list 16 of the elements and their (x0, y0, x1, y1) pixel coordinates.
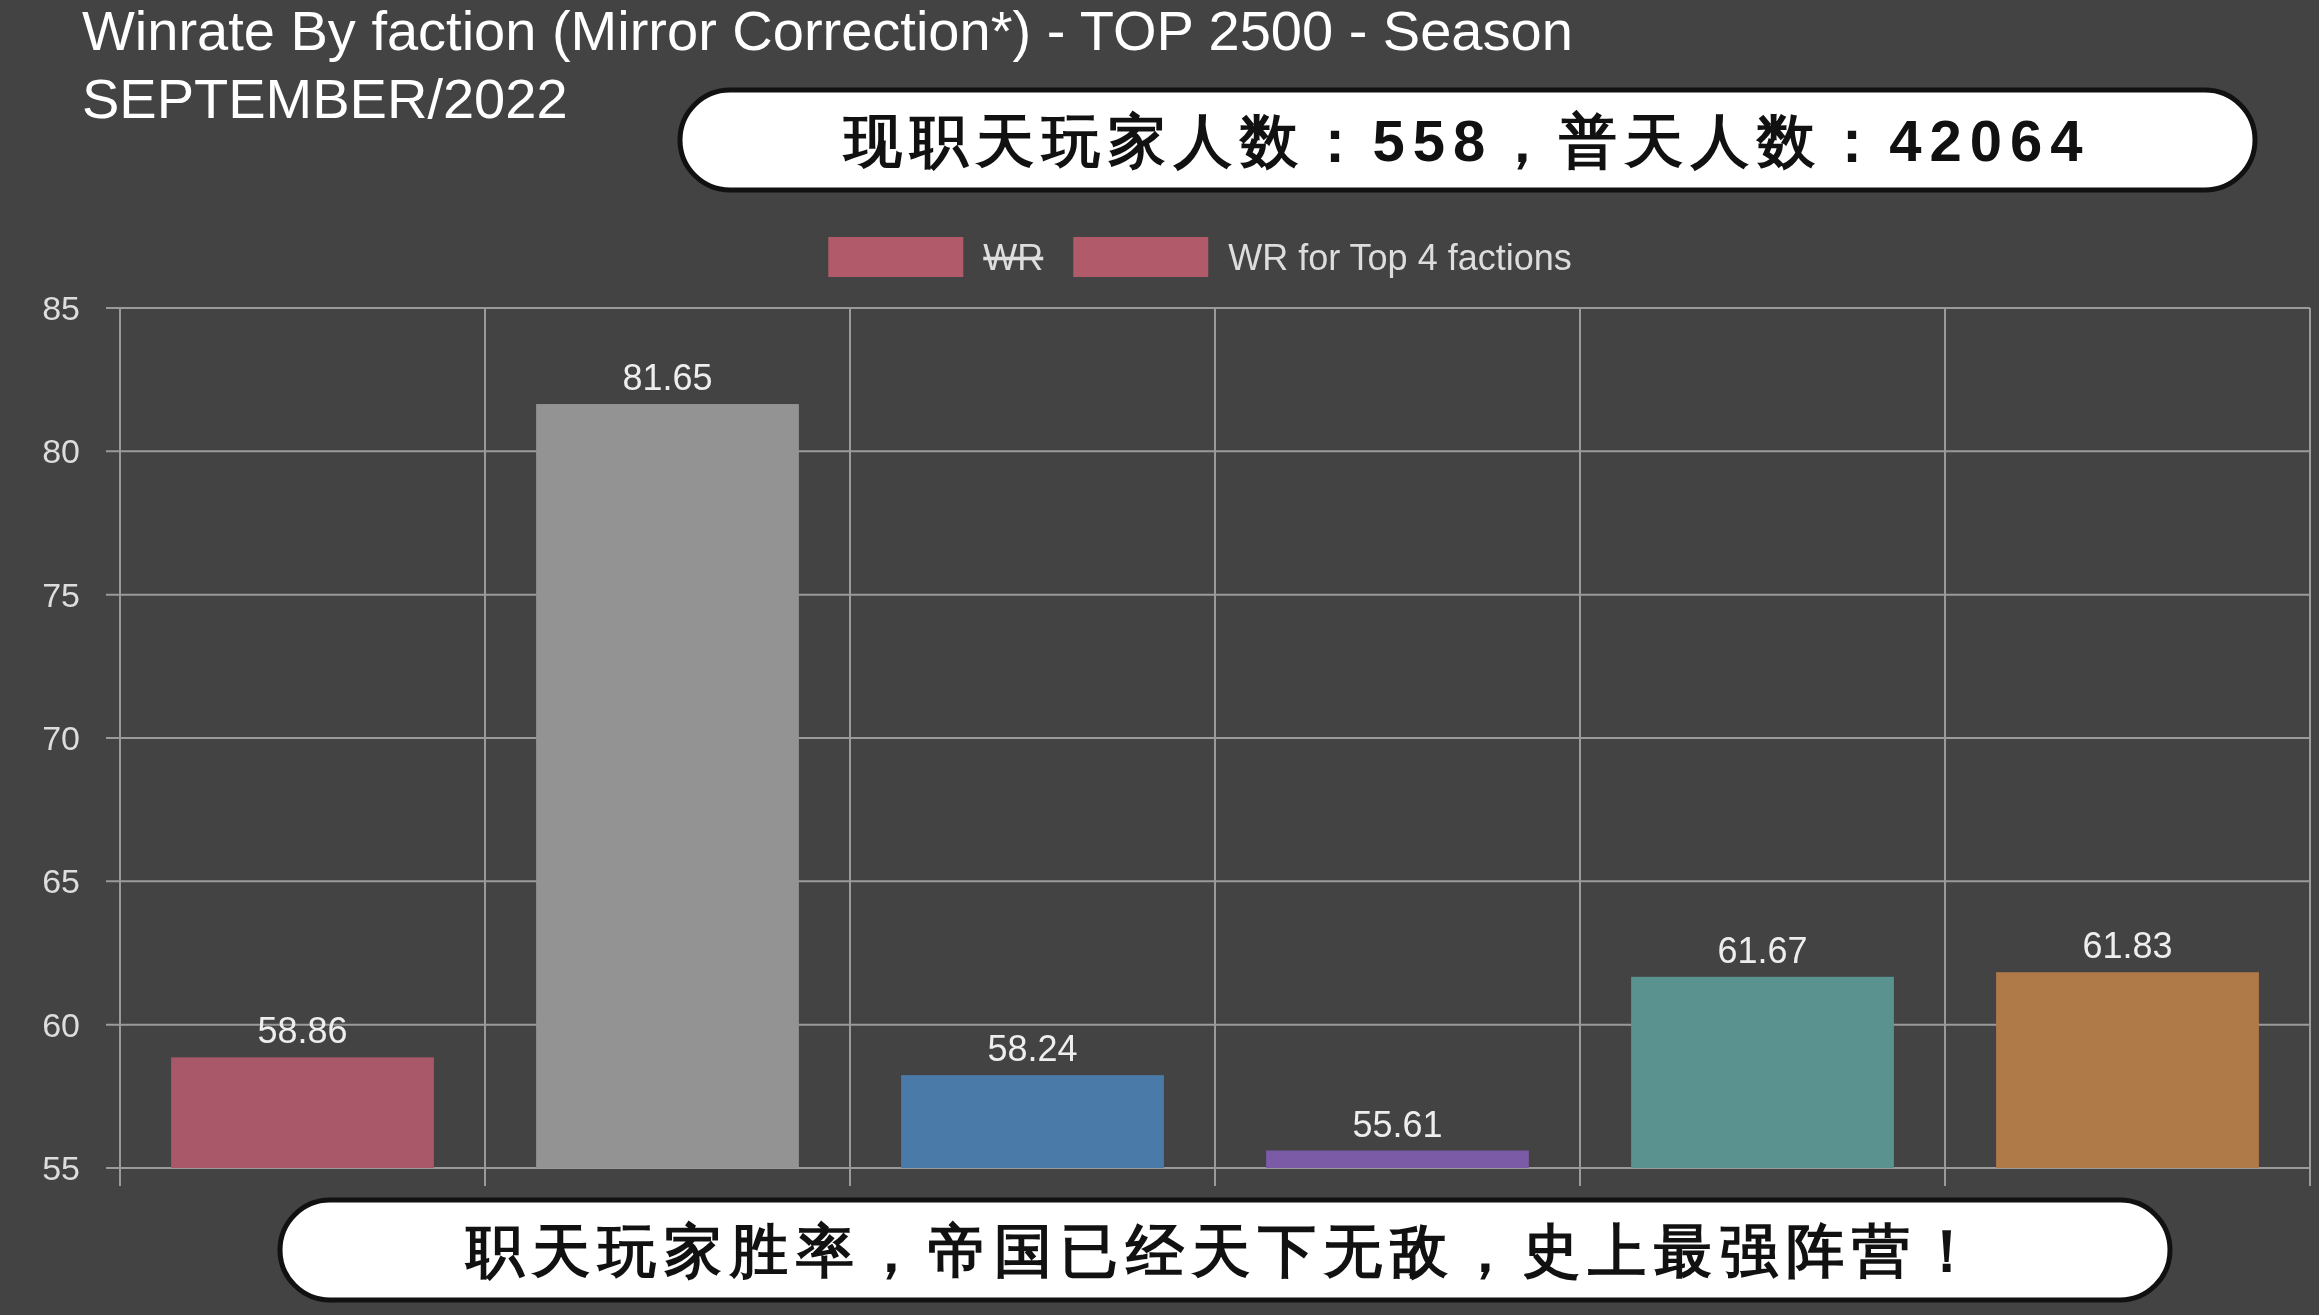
legend-label: WR (983, 236, 1044, 278)
data-label: 81.65 (622, 357, 713, 399)
y-tick-label: 80 (42, 432, 80, 471)
y-tick-label: 75 (42, 575, 80, 614)
data-label: 55.61 (1352, 1103, 1443, 1145)
data-label: 58.24 (987, 1028, 1078, 1070)
y-tick-label: 65 (42, 862, 80, 901)
annotation: 职天玩家胜率，帝国已经天下无敌，史上最强阵营！ (277, 1197, 2173, 1303)
y-tick-label: 85 (42, 289, 80, 327)
legend-label: WR for Top 4 factions (1228, 236, 1572, 278)
y-tick-label: 60 (42, 1005, 80, 1044)
y-tick-label: 55 (42, 1149, 80, 1187)
data-label: 61.83 (2082, 925, 2173, 967)
data-label: 58.86 (257, 1010, 348, 1052)
y-tick-label: 70 (42, 719, 80, 757)
data-label: 61.67 (1717, 929, 1808, 971)
